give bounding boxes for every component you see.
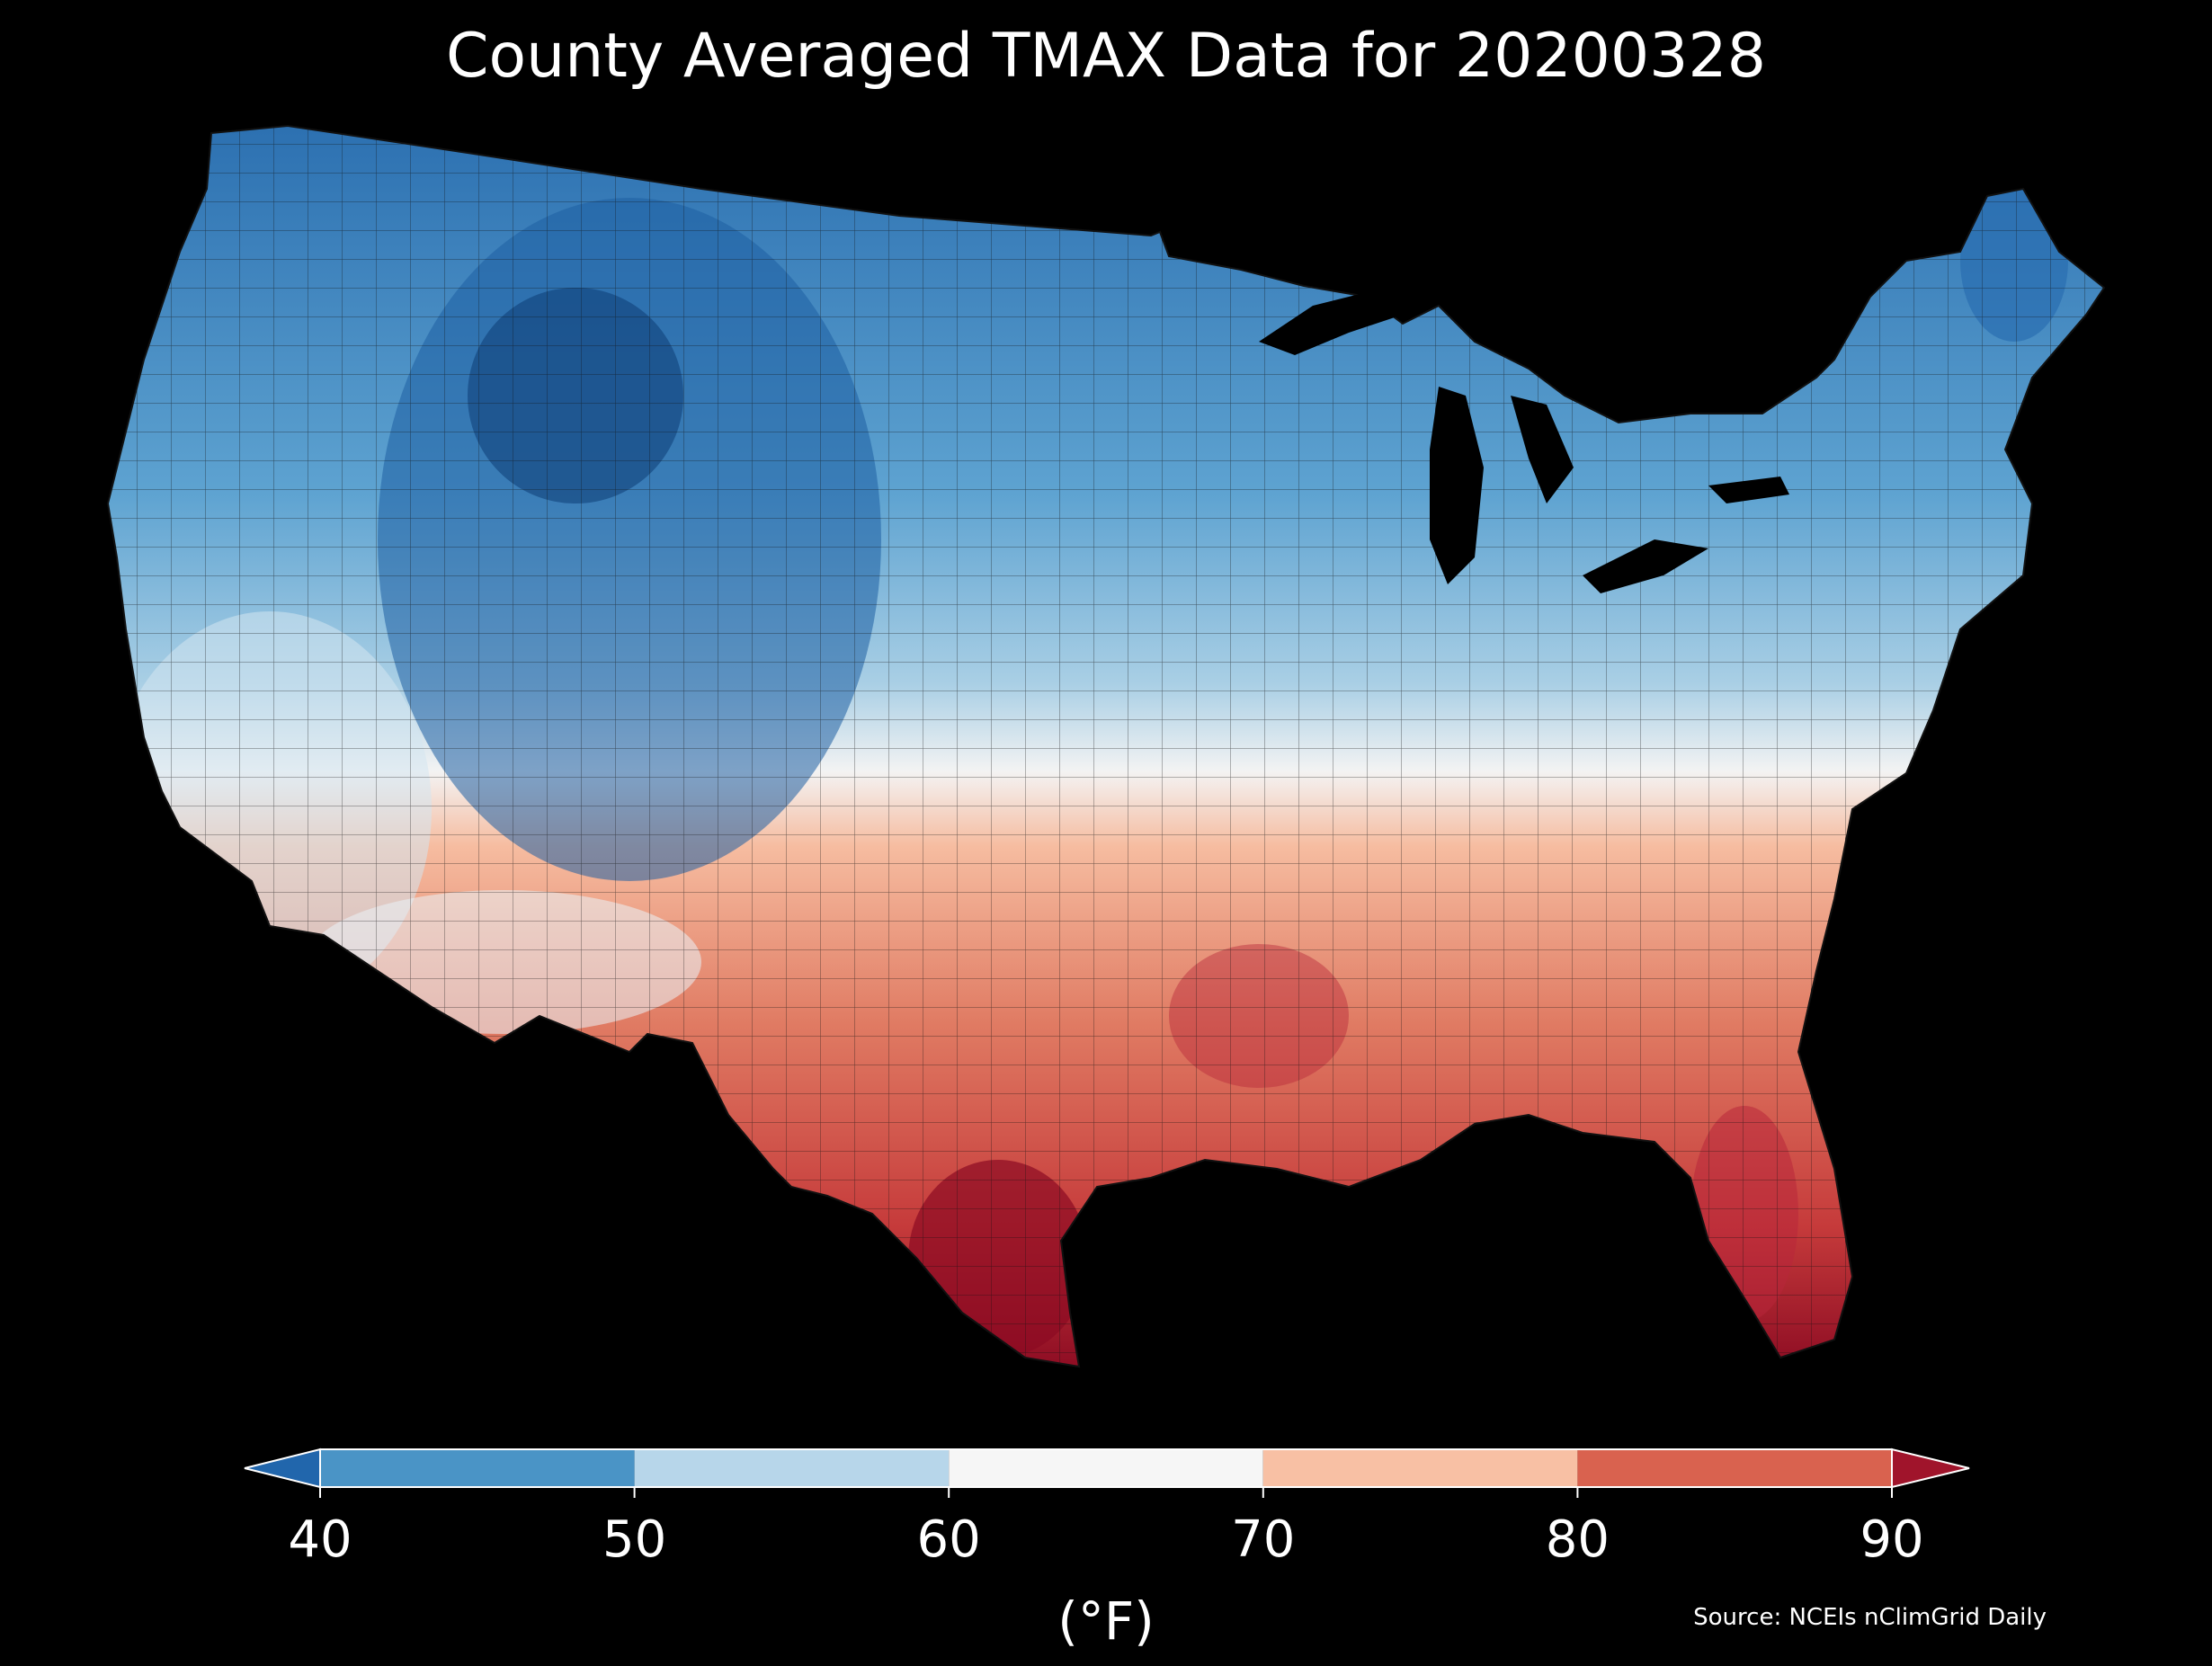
county-boundaries <box>108 126 2104 1367</box>
colorbar-bin-60-70 <box>949 1449 1263 1487</box>
colorbar-bin-70-80 <box>1262 1449 1578 1487</box>
colorbar-bin-50-60 <box>634 1449 950 1487</box>
lake-superior <box>1259 288 1403 355</box>
colorbar-over-arrow <box>1891 1448 1970 1489</box>
colorbar-tick-label-80: 80 <box>1545 1510 1610 1569</box>
colorbar-tick-label-70: 70 <box>1231 1510 1296 1569</box>
lake-michigan <box>1430 387 1484 584</box>
colorbar-tick-label-50: 50 <box>602 1510 667 1569</box>
colorbar-under-arrow <box>244 1448 321 1489</box>
colorbar-tick-label-40: 40 <box>288 1510 352 1569</box>
source-label: Source: NCEIs nClimGrid Daily <box>1693 1604 2047 1631</box>
map-title: County Averaged TMAX Data for 20200328 <box>446 21 1766 92</box>
colorbar-tick-label-90: 90 <box>1860 1510 1924 1569</box>
colorbar-tick-label-60: 60 <box>916 1510 981 1569</box>
colorbar-bin-40-50 <box>320 1449 635 1487</box>
colorbar-bins <box>320 1449 1892 1487</box>
colorbar-unit-label: (°F) <box>1057 1590 1155 1652</box>
colorbar-ticks <box>319 1487 1893 1498</box>
colorbar-bin-80-90 <box>1577 1449 1892 1487</box>
lake-huron <box>1511 396 1574 503</box>
colorbar <box>244 1448 1970 1498</box>
lake-ontario <box>1708 477 1789 503</box>
us-outline <box>106 124 2106 1368</box>
us-counties-map <box>108 126 2104 1367</box>
colorbar-frame <box>319 1448 1893 1488</box>
great-lakes <box>1259 288 1789 593</box>
lake-erie <box>1583 539 1708 593</box>
